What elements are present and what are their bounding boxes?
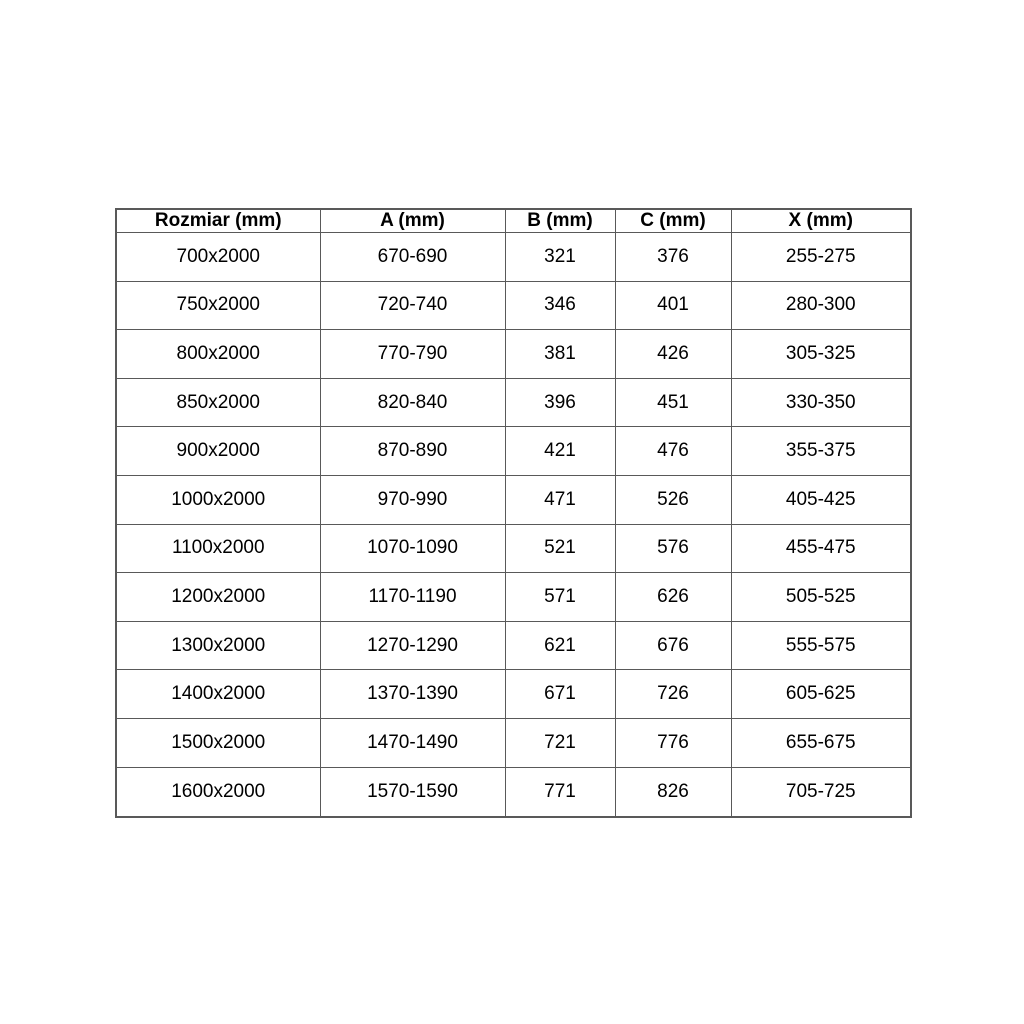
table-cell: 305-325 bbox=[730, 329, 912, 379]
table-cell: 770-790 bbox=[319, 329, 506, 379]
table-cell: 676 bbox=[614, 620, 732, 671]
table-row: 900x2000 870-890 421 476 355-375 bbox=[115, 426, 912, 477]
table-cell: 621 bbox=[504, 620, 616, 671]
table-cell: 455-475 bbox=[730, 523, 912, 574]
table-cell: 721 bbox=[504, 718, 616, 768]
table-row: 1600x2000 1570-1590 771 826 705-725 bbox=[115, 766, 912, 818]
table-cell: 800x2000 bbox=[115, 329, 321, 379]
table-cell: 700x2000 bbox=[115, 232, 321, 282]
table-cell: 1400x2000 bbox=[115, 669, 321, 720]
table-cell: 1470-1490 bbox=[319, 718, 506, 768]
table-cell: 476 bbox=[614, 426, 732, 477]
table-cell: 1200x2000 bbox=[115, 572, 321, 622]
table-cell: 1170-1190 bbox=[319, 572, 506, 622]
table-cell: 970-990 bbox=[319, 475, 506, 525]
table-row: 1200x2000 1170-1190 571 626 505-525 bbox=[115, 572, 912, 622]
column-header-c: C (mm) bbox=[614, 208, 732, 233]
table-cell: 826 bbox=[614, 766, 732, 818]
table-header: Rozmiar (mm) A (mm) B (mm) C (mm) X (mm) bbox=[115, 208, 912, 233]
table-cell: 555-575 bbox=[730, 620, 912, 671]
dimensions-table-container: Rozmiar (mm) A (mm) B (mm) C (mm) X (mm) 700… bbox=[115, 208, 912, 818]
table-cell: 321 bbox=[504, 232, 616, 282]
table-header-row: Rozmiar (mm) A (mm) B (mm) C (mm) X (mm) bbox=[115, 208, 912, 233]
table-cell: 850x2000 bbox=[115, 377, 321, 428]
table-row: 850x2000 820-840 396 451 330-350 bbox=[115, 377, 912, 428]
table-cell: 900x2000 bbox=[115, 426, 321, 477]
table-cell: 1070-1090 bbox=[319, 523, 506, 574]
table-cell: 526 bbox=[614, 475, 732, 525]
table-cell: 626 bbox=[614, 572, 732, 622]
column-header-rozmiar: Rozmiar (mm) bbox=[115, 208, 321, 233]
table-row: 1100x2000 1070-1090 521 576 455-475 bbox=[115, 523, 912, 574]
table-cell: 280-300 bbox=[730, 280, 912, 331]
table-cell: 720-740 bbox=[319, 280, 506, 331]
table-cell: 1570-1590 bbox=[319, 766, 506, 818]
table-cell: 870-890 bbox=[319, 426, 506, 477]
table-row: 750x2000 720-740 346 401 280-300 bbox=[115, 280, 912, 331]
table-cell: 670-690 bbox=[319, 232, 506, 282]
table-cell: 1370-1390 bbox=[319, 669, 506, 720]
table-cell: 605-625 bbox=[730, 669, 912, 720]
table-row: 800x2000 770-790 381 426 305-325 bbox=[115, 329, 912, 379]
table-row: 700x2000 670-690 321 376 255-275 bbox=[115, 232, 912, 282]
table-cell: 771 bbox=[504, 766, 616, 818]
table-cell: 421 bbox=[504, 426, 616, 477]
table-cell: 426 bbox=[614, 329, 732, 379]
table-cell: 820-840 bbox=[319, 377, 506, 428]
table-body: 700x2000 670-690 321 376 255-275 750x2000 720-… bbox=[115, 232, 912, 818]
table-cell: 521 bbox=[504, 523, 616, 574]
table-cell: 405-425 bbox=[730, 475, 912, 525]
table-cell: 1100x2000 bbox=[115, 523, 321, 574]
table-cell: 505-525 bbox=[730, 572, 912, 622]
table-cell: 705-725 bbox=[730, 766, 912, 818]
table-cell: 1600x2000 bbox=[115, 766, 321, 818]
dimensions-table: Rozmiar (mm) A (mm) B (mm) C (mm) X (mm) 700… bbox=[115, 208, 912, 818]
column-header-a: A (mm) bbox=[319, 208, 506, 233]
table-cell: 776 bbox=[614, 718, 732, 768]
column-header-b: B (mm) bbox=[504, 208, 616, 233]
table-cell: 1300x2000 bbox=[115, 620, 321, 671]
table-cell: 255-275 bbox=[730, 232, 912, 282]
table-cell: 1270-1290 bbox=[319, 620, 506, 671]
table-cell: 381 bbox=[504, 329, 616, 379]
table-cell: 750x2000 bbox=[115, 280, 321, 331]
table-cell: 330-350 bbox=[730, 377, 912, 428]
table-row: 1400x2000 1370-1390 671 726 605-625 bbox=[115, 669, 912, 720]
table-cell: 1000x2000 bbox=[115, 475, 321, 525]
table-cell: 396 bbox=[504, 377, 616, 428]
table-cell: 471 bbox=[504, 475, 616, 525]
table-cell: 576 bbox=[614, 523, 732, 574]
table-cell: 376 bbox=[614, 232, 732, 282]
table-cell: 726 bbox=[614, 669, 732, 720]
table-cell: 1500x2000 bbox=[115, 718, 321, 768]
table-cell: 355-375 bbox=[730, 426, 912, 477]
table-cell: 451 bbox=[614, 377, 732, 428]
column-header-x: X (mm) bbox=[730, 208, 912, 233]
table-cell: 655-675 bbox=[730, 718, 912, 768]
table-row: 1000x2000 970-990 471 526 405-425 bbox=[115, 475, 912, 525]
table-cell: 671 bbox=[504, 669, 616, 720]
table-cell: 401 bbox=[614, 280, 732, 331]
table-cell: 346 bbox=[504, 280, 616, 331]
table-row: 1300x2000 1270-1290 621 676 555-575 bbox=[115, 620, 912, 671]
table-cell: 571 bbox=[504, 572, 616, 622]
table-row: 1500x2000 1470-1490 721 776 655-675 bbox=[115, 718, 912, 768]
